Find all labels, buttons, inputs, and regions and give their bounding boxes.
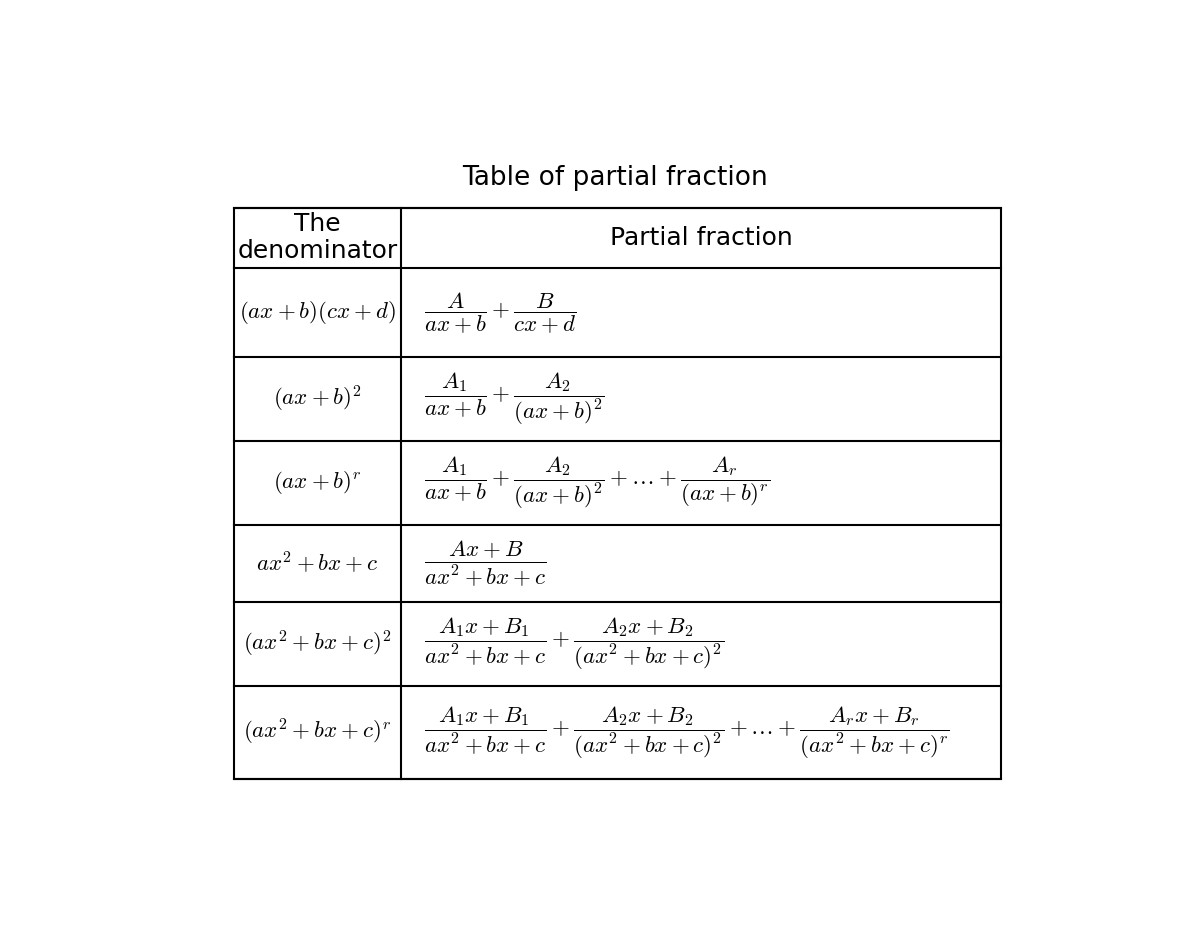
Text: Partial fraction: Partial fraction bbox=[610, 225, 792, 249]
Text: $\dfrac{A_1x+B_1}{ax^2+bx+c}+\dfrac{A_2x+B_2}{(ax^2+bx+c)^2}+\ldots+\dfrac{A_rx+: $\dfrac{A_1x+B_1}{ax^2+bx+c}+\dfrac{A_2x… bbox=[425, 705, 950, 760]
Text: $\dfrac{A_1}{ax+b}+\dfrac{A_2}{(ax+b)^2}+\ldots+\dfrac{A_r}{(ax+b)^r}$: $\dfrac{A_1}{ax+b}+\dfrac{A_2}{(ax+b)^2}… bbox=[425, 454, 770, 511]
Bar bbox=[234, 208, 1001, 779]
Text: $(ax+b)^2$: $(ax+b)^2$ bbox=[272, 384, 362, 414]
Text: $(ax^2+bx+c)^2$: $(ax^2+bx+c)^2$ bbox=[244, 629, 391, 659]
Text: $(ax+b)(cx+d)$: $(ax+b)(cx+d)$ bbox=[239, 298, 396, 325]
Text: $\dfrac{A}{ax+b}+\dfrac{B}{cx+d}$: $\dfrac{A}{ax+b}+\dfrac{B}{cx+d}$ bbox=[425, 290, 577, 335]
Text: $ax^2+bx+c$: $ax^2+bx+c$ bbox=[256, 551, 379, 577]
Text: $\dfrac{A_1}{ax+b}+\dfrac{A_2}{(ax+b)^2}$: $\dfrac{A_1}{ax+b}+\dfrac{A_2}{(ax+b)^2}… bbox=[425, 371, 605, 427]
Text: $(ax+b)^r$: $(ax+b)^r$ bbox=[274, 469, 361, 496]
Text: The
denominator: The denominator bbox=[238, 211, 397, 263]
Text: $\dfrac{Ax+B}{ax^2+bx+c}$: $\dfrac{Ax+B}{ax^2+bx+c}$ bbox=[425, 539, 547, 589]
Text: $\dfrac{A_1x+B_1}{ax^2+bx+c}+\dfrac{A_2x+B_2}{(ax^2+bx+c)^2}$: $\dfrac{A_1x+B_1}{ax^2+bx+c}+\dfrac{A_2x… bbox=[425, 616, 725, 672]
Text: Table of partial fraction: Table of partial fraction bbox=[462, 165, 768, 191]
Text: $(ax^2+bx+c)^r$: $(ax^2+bx+c)^r$ bbox=[244, 717, 391, 747]
